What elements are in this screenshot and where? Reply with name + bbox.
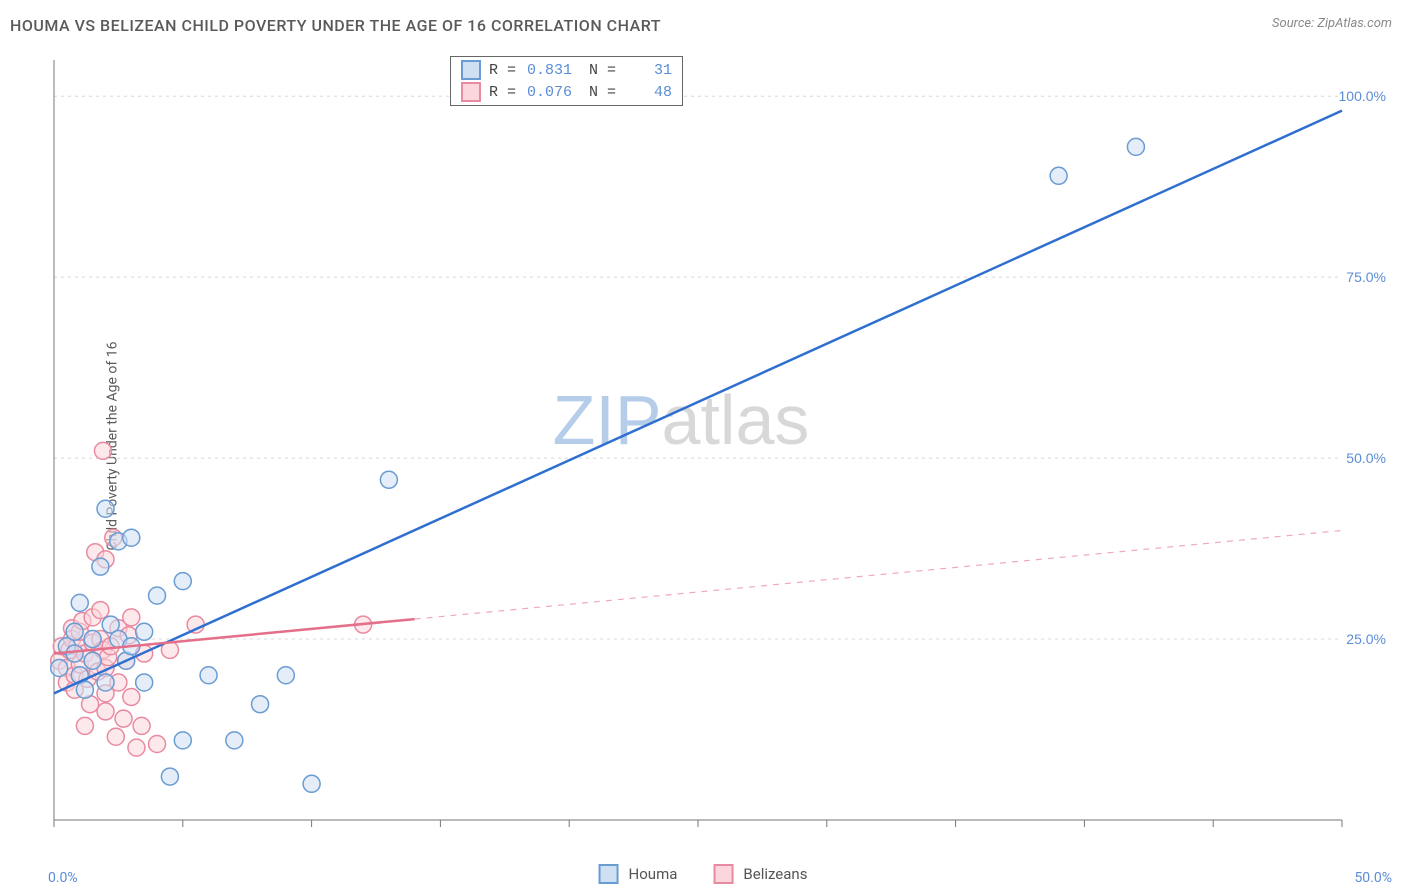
chart-area: 25.0% 50.0% 75.0% 100.0% ZIPatlas [50,56,1392,848]
svg-text:25.0%: 25.0% [1346,631,1386,647]
correlation-legend: R = 0.831 N = 31 R = 0.076 N = 48 [450,56,683,106]
legend-r-value-belizeans: 0.076 [524,84,572,101]
swatch-belizeans-bottom [713,864,733,884]
legend-n-label: N = [580,62,616,79]
legend-item-belizeans: Belizeans [713,864,807,884]
legend-label-houma: Houma [629,865,678,883]
legend-r-value-houma: 0.831 [524,62,572,79]
x-axis-min-label: 0.0% [48,870,78,886]
svg-text:ZIPatlas: ZIPatlas [553,381,810,459]
legend-n-label: N = [580,84,616,101]
legend-r-label: R = [489,84,516,101]
swatch-houma [461,60,481,80]
legend-item-houma: Houma [599,864,678,884]
legend-r-label: R = [489,62,516,79]
legend-label-belizeans: Belizeans [743,865,807,883]
legend-n-value-belizeans: 48 [624,84,672,101]
source-label: Source: ZipAtlas.com [1272,16,1392,31]
chart-title: HOUMA VS BELIZEAN CHILD POVERTY UNDER TH… [10,16,661,35]
series-legend: Houma Belizeans [599,864,808,884]
x-axis-max-label: 50.0% [1354,870,1392,886]
swatch-belizeans [461,82,481,102]
scatter-chart-svg: 25.0% 50.0% 75.0% 100.0% ZIPatlas [50,56,1392,848]
svg-text:50.0%: 50.0% [1346,450,1386,466]
svg-text:75.0%: 75.0% [1346,269,1386,285]
svg-text:100.0%: 100.0% [1339,88,1386,104]
legend-row-houma: R = 0.831 N = 31 [451,59,682,81]
swatch-houma-bottom [599,864,619,884]
legend-row-belizeans: R = 0.076 N = 48 [451,81,682,103]
legend-n-value-houma: 31 [624,62,672,79]
